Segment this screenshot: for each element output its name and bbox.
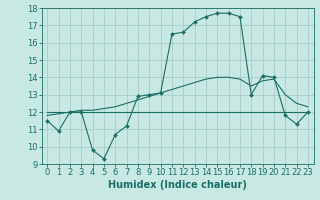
X-axis label: Humidex (Indice chaleur): Humidex (Indice chaleur) <box>108 180 247 190</box>
